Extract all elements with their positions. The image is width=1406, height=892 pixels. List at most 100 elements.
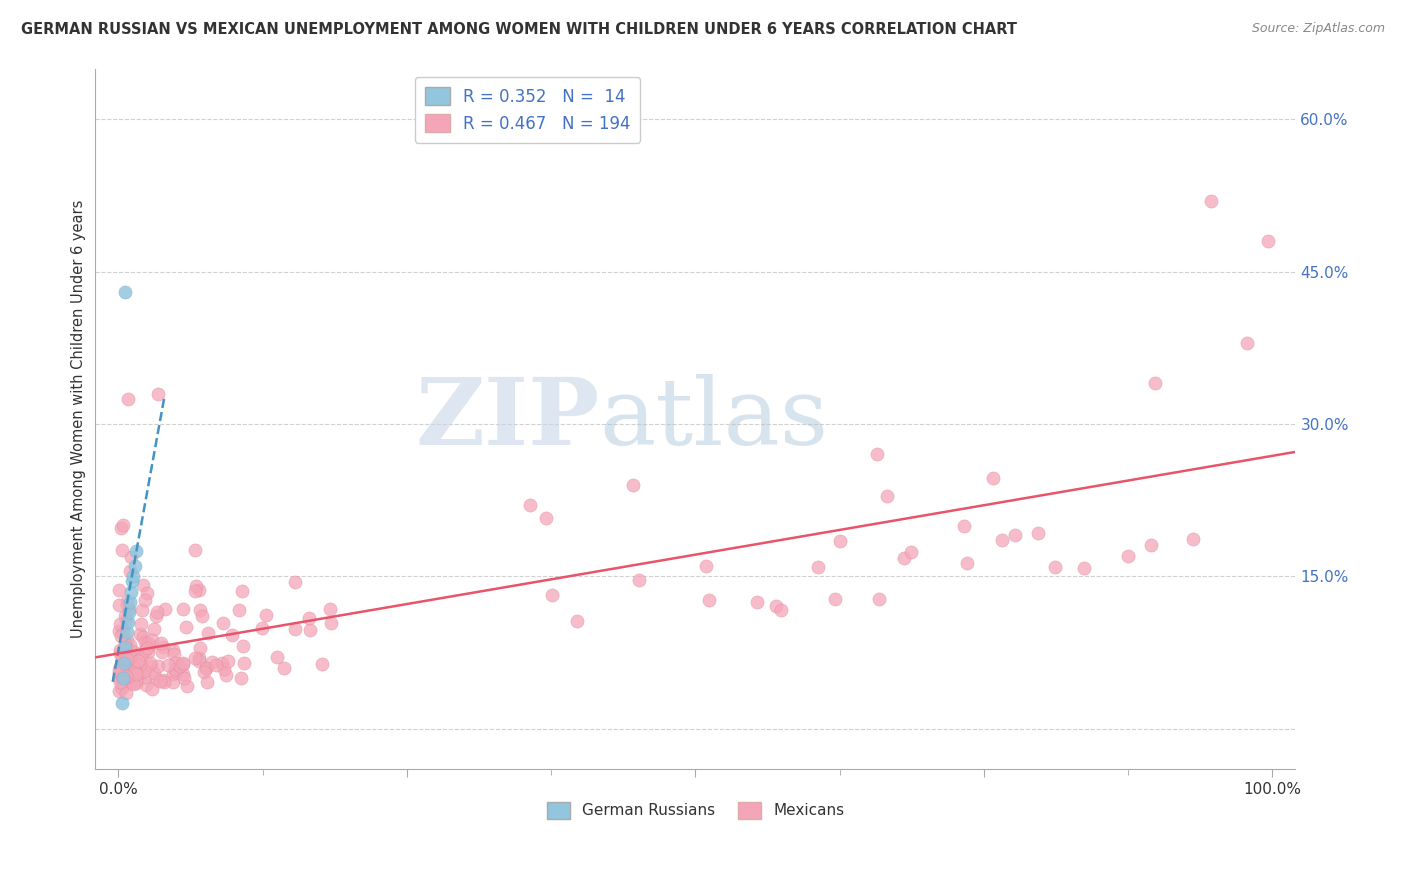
Point: [195, 661, 218, 675]
Point: [893, 551, 915, 566]
Point: [112, 668, 135, 682]
Point: [121, 677, 143, 691]
Point: [117, 602, 139, 616]
Point: [184, 579, 207, 593]
Point: [232, 639, 254, 653]
Point: [146, 605, 169, 619]
Point: [153, 673, 176, 688]
Point: [184, 650, 207, 665]
Y-axis label: Unemployment Among Women with Children Under 6 years: Unemployment Among Women with Children U…: [72, 200, 86, 638]
Point: [110, 617, 132, 632]
Point: [1182, 533, 1205, 547]
Point: [124, 669, 146, 683]
Point: [107, 583, 129, 598]
Point: [117, 673, 139, 688]
Point: [107, 684, 129, 698]
Point: [191, 609, 214, 624]
Point: [824, 591, 846, 606]
Point: [129, 651, 152, 665]
Point: [107, 624, 129, 638]
Point: [132, 664, 155, 678]
Point: [114, 285, 136, 299]
Point: [153, 602, 176, 616]
Point: [111, 654, 134, 668]
Point: [176, 679, 198, 693]
Point: [111, 681, 134, 695]
Point: [146, 387, 169, 401]
Point: [184, 542, 207, 557]
Point: [112, 656, 135, 670]
Point: [205, 657, 228, 672]
Point: [122, 661, 145, 675]
Point: [1026, 525, 1049, 540]
Point: [162, 667, 184, 681]
Point: [115, 654, 138, 668]
Point: [125, 673, 148, 687]
Point: [112, 653, 135, 667]
Point: [131, 617, 153, 632]
Point: [118, 564, 141, 578]
Point: [111, 542, 134, 557]
Point: [108, 665, 131, 680]
Text: GERMAN RUSSIAN VS MEXICAN UNEMPLOYMENT AMONG WOMEN WITH CHILDREN UNDER 6 YEARS C: GERMAN RUSSIAN VS MEXICAN UNEMPLOYMENT A…: [21, 22, 1017, 37]
Point: [149, 674, 172, 689]
Point: [115, 667, 138, 681]
Point: [215, 667, 238, 681]
Point: [112, 642, 135, 657]
Point: [124, 667, 146, 681]
Point: [107, 663, 129, 677]
Point: [250, 621, 273, 635]
Point: [118, 638, 141, 652]
Point: [145, 609, 167, 624]
Text: Source: ZipAtlas.com: Source: ZipAtlas.com: [1251, 22, 1385, 36]
Point: [118, 605, 141, 619]
Point: [111, 661, 134, 675]
Point: [266, 649, 288, 664]
Point: [111, 650, 134, 665]
Point: [188, 582, 211, 597]
Point: [695, 558, 717, 573]
Point: [868, 591, 890, 606]
Point: [284, 622, 307, 636]
Point: [150, 636, 173, 650]
Point: [318, 601, 340, 615]
Point: [118, 651, 141, 665]
Point: [297, 611, 319, 625]
Point: [188, 602, 211, 616]
Point: [135, 586, 157, 600]
Point: [125, 670, 148, 684]
Point: [299, 623, 322, 637]
Point: [114, 665, 136, 680]
Point: [127, 657, 149, 672]
Point: [141, 633, 163, 648]
Point: [183, 584, 205, 599]
Point: [157, 658, 180, 673]
Point: [153, 675, 176, 690]
Point: [122, 569, 145, 583]
Point: [1004, 528, 1026, 542]
Point: [108, 646, 131, 660]
Point: [146, 658, 169, 673]
Text: atlas: atlas: [599, 374, 828, 464]
Point: [197, 626, 219, 640]
Point: [131, 630, 153, 644]
Point: [231, 584, 253, 599]
Point: [120, 584, 142, 599]
Point: [134, 642, 156, 657]
Point: [1201, 194, 1223, 208]
Point: [983, 470, 1005, 484]
Point: [174, 620, 197, 634]
Point: [125, 676, 148, 690]
Text: ZIP: ZIP: [415, 374, 599, 464]
Point: [1073, 561, 1095, 575]
Point: [131, 578, 153, 592]
Point: [139, 659, 162, 673]
Point: [188, 641, 211, 656]
Point: [129, 657, 152, 672]
Point: [115, 613, 138, 627]
Point: [114, 686, 136, 700]
Point: [866, 447, 889, 461]
Point: [111, 517, 134, 532]
Point: [136, 636, 159, 650]
Point: [747, 595, 769, 609]
